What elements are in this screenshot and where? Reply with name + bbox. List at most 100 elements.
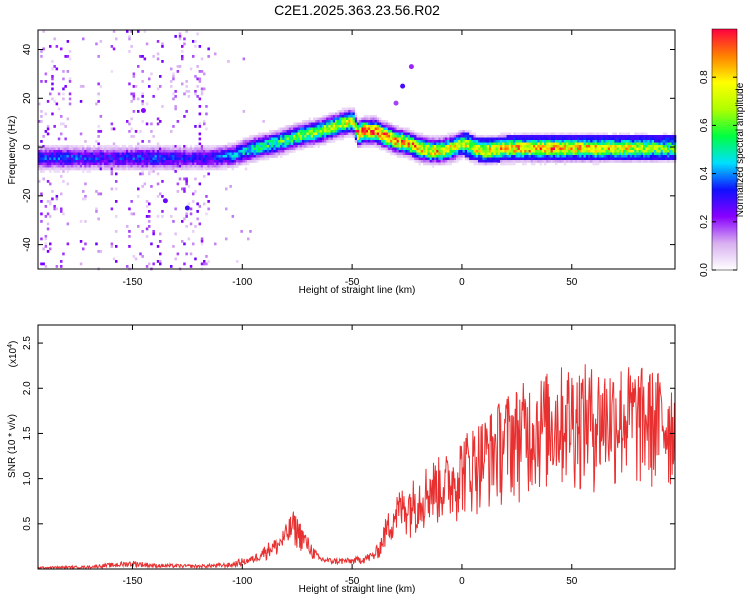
heatmap-cell [563, 157, 567, 161]
heatmap-cell [453, 150, 457, 153]
heatmap-cell [284, 127, 287, 131]
heatmap-x-tick-label: -50 [345, 277, 360, 288]
heatmap-cell [381, 147, 384, 151]
heatmap-cell [590, 150, 593, 153]
heatmap-cell [489, 137, 492, 141]
snr-y-ticks: 0.51.01.52.02.5 [22, 336, 675, 531]
heatmap-cell [566, 155, 569, 158]
heatmap-cell [341, 107, 345, 111]
heatmap-cell [343, 122, 347, 126]
heatmap-cell [513, 147, 516, 151]
heatmap-cell [328, 115, 331, 118]
snr-frame [37, 324, 676, 570]
heatmap-cell [423, 140, 426, 143]
heatmap-cell [563, 140, 567, 143]
heatmap-cell [343, 120, 347, 123]
heatmap-cell [123, 152, 127, 156]
heatmap-cell [207, 157, 210, 161]
heatmap-cell [247, 147, 250, 151]
heatmap-cell [148, 262, 151, 266]
heatmap-cell [343, 130, 347, 133]
heatmap-cell [141, 157, 144, 161]
heatmap-cell [557, 160, 560, 163]
heatmap-cell [383, 132, 386, 136]
heatmap-cell [207, 167, 210, 171]
heatmap-cell [651, 147, 655, 151]
heatmap-cell [42, 147, 45, 151]
heatmap-cell [407, 135, 411, 138]
heatmap-cell [277, 150, 281, 153]
heatmap-cell [566, 142, 569, 146]
heatmap-cell [654, 157, 657, 161]
heatmap-cell [42, 170, 45, 173]
heatmap-cell [42, 30, 45, 33]
heatmap-cell [145, 147, 149, 151]
heatmap-cell [82, 85, 85, 88]
heatmap-cell [634, 157, 637, 161]
heatmap-cell [225, 147, 228, 151]
heatmap-cell [592, 132, 595, 136]
heatmap-cell [77, 145, 81, 148]
heatmap-cell [414, 157, 417, 161]
heatmap-cell [130, 135, 133, 138]
heatmap-cell [152, 147, 155, 151]
heatmap-cell [117, 147, 120, 151]
heatmap-cell [269, 152, 272, 156]
heatmap-cell [486, 155, 490, 158]
heatmap-cell [607, 152, 611, 156]
heatmap-cell [214, 152, 217, 156]
heatmap-cell [390, 137, 393, 141]
heatmap-cell [634, 132, 637, 136]
heatmap-cell [359, 137, 362, 141]
heatmap-cell [405, 152, 408, 156]
heatmap-cell [462, 140, 466, 143]
heatmap-cell [335, 115, 338, 118]
heatmap-cell [126, 167, 129, 171]
heatmap-cell [376, 137, 380, 141]
heatmap-cell [51, 150, 54, 153]
heatmap-cell [660, 135, 664, 138]
heatmap-cell [42, 150, 45, 153]
heatmap-cell [137, 157, 140, 161]
heatmap-cell [150, 147, 153, 151]
heatmap-cell [537, 132, 540, 136]
heatmap-cell [97, 130, 100, 133]
heatmap-cell [137, 147, 140, 151]
heatmap-cell [588, 135, 591, 138]
heatmap-cell [258, 157, 261, 161]
heatmap-cell [66, 165, 70, 168]
heatmap-cell [346, 127, 349, 131]
heatmap-cell [53, 145, 56, 148]
heatmap-cell [574, 155, 578, 158]
heatmap-cell [409, 142, 413, 146]
heatmap-cell [359, 120, 362, 123]
heatmap-cell [385, 142, 389, 146]
heatmap-cell [482, 140, 485, 143]
heatmap-cell [376, 132, 380, 136]
heatmap-cell [299, 122, 303, 126]
heatmap-cell [363, 120, 367, 123]
heatmap-cell [57, 150, 61, 153]
heatmap-cell [282, 127, 285, 131]
heatmap-cell [607, 135, 611, 138]
heatmap-cell [546, 150, 549, 153]
heatmap-cell [313, 130, 316, 133]
heatmap-cell [629, 147, 633, 151]
heatmap-cell [414, 142, 417, 146]
heatmap-cell [126, 225, 129, 228]
heatmap-cell [137, 30, 140, 33]
heatmap-cell [152, 135, 155, 138]
heatmap-cell [130, 117, 133, 121]
heatmap-cell [112, 30, 116, 33]
heatmap-cell [121, 145, 125, 148]
heatmap-cell [671, 150, 675, 153]
heatmap-cell [154, 155, 158, 158]
heatmap-cell [90, 165, 94, 168]
heatmap-cell [163, 160, 166, 163]
heatmap-cell [385, 130, 389, 133]
heatmap-cell [262, 135, 265, 138]
heatmap-cell [60, 150, 63, 153]
heatmap-cell [528, 157, 532, 161]
heatmap-cell [649, 140, 653, 143]
